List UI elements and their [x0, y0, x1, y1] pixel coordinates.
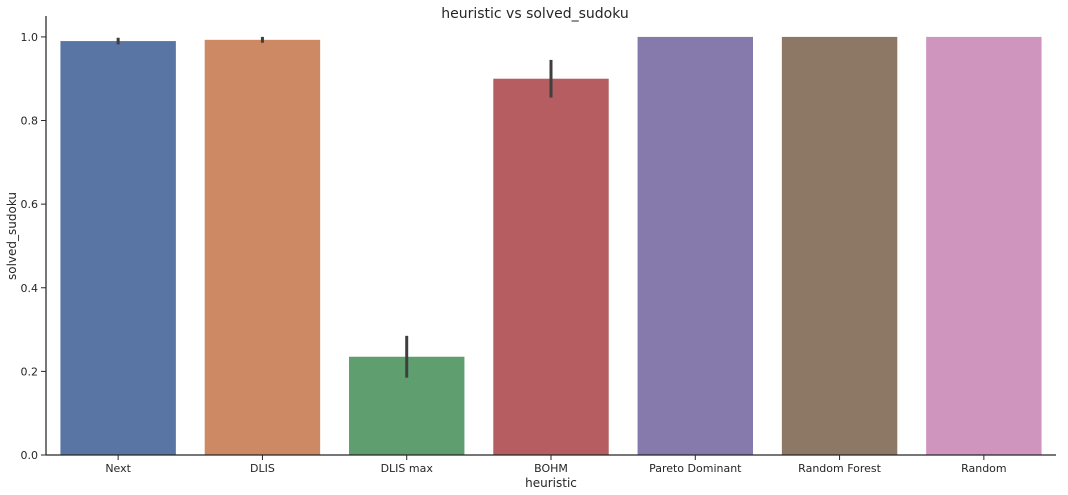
error-bars-group [116, 36, 553, 378]
x-tick-label: Random Forest [798, 462, 881, 475]
x-tick-label: DLIS [250, 462, 275, 475]
y-axis-label: solved_sudoku [5, 192, 19, 280]
x-axis-label: heuristic [525, 476, 577, 490]
x-tick-label: Pareto Dominant [649, 462, 742, 475]
y-axis: 0.0 0.2 0.4 0.6 0.8 1.0 [21, 31, 46, 462]
x-tick-label: Next [105, 462, 131, 475]
bar-dlis [204, 39, 321, 456]
chart-title: heuristic vs solved_sudoku [441, 6, 629, 22]
y-tick-label: 0.0 [21, 449, 39, 462]
x-tick-label: BOHM [534, 462, 568, 475]
bars-group [60, 36, 1042, 456]
bar-random-forest [781, 36, 898, 456]
y-tick-label: 0.6 [21, 198, 39, 211]
x-axis: Next DLIS DLIS max BOHM Pareto Dominant Rando… [105, 455, 1007, 475]
x-tick-label: DLIS max [381, 462, 434, 475]
bar-pareto-dominant [637, 36, 753, 456]
bar-random [926, 36, 1042, 456]
y-tick-label: 0.4 [21, 282, 39, 295]
x-tick-label: Random [961, 462, 1007, 475]
y-tick-label: 0.8 [21, 115, 39, 128]
bar-bohm [493, 78, 609, 455]
y-tick-label: 0.2 [21, 365, 39, 378]
y-tick-label: 1.0 [21, 31, 39, 44]
bar-next [60, 41, 176, 455]
